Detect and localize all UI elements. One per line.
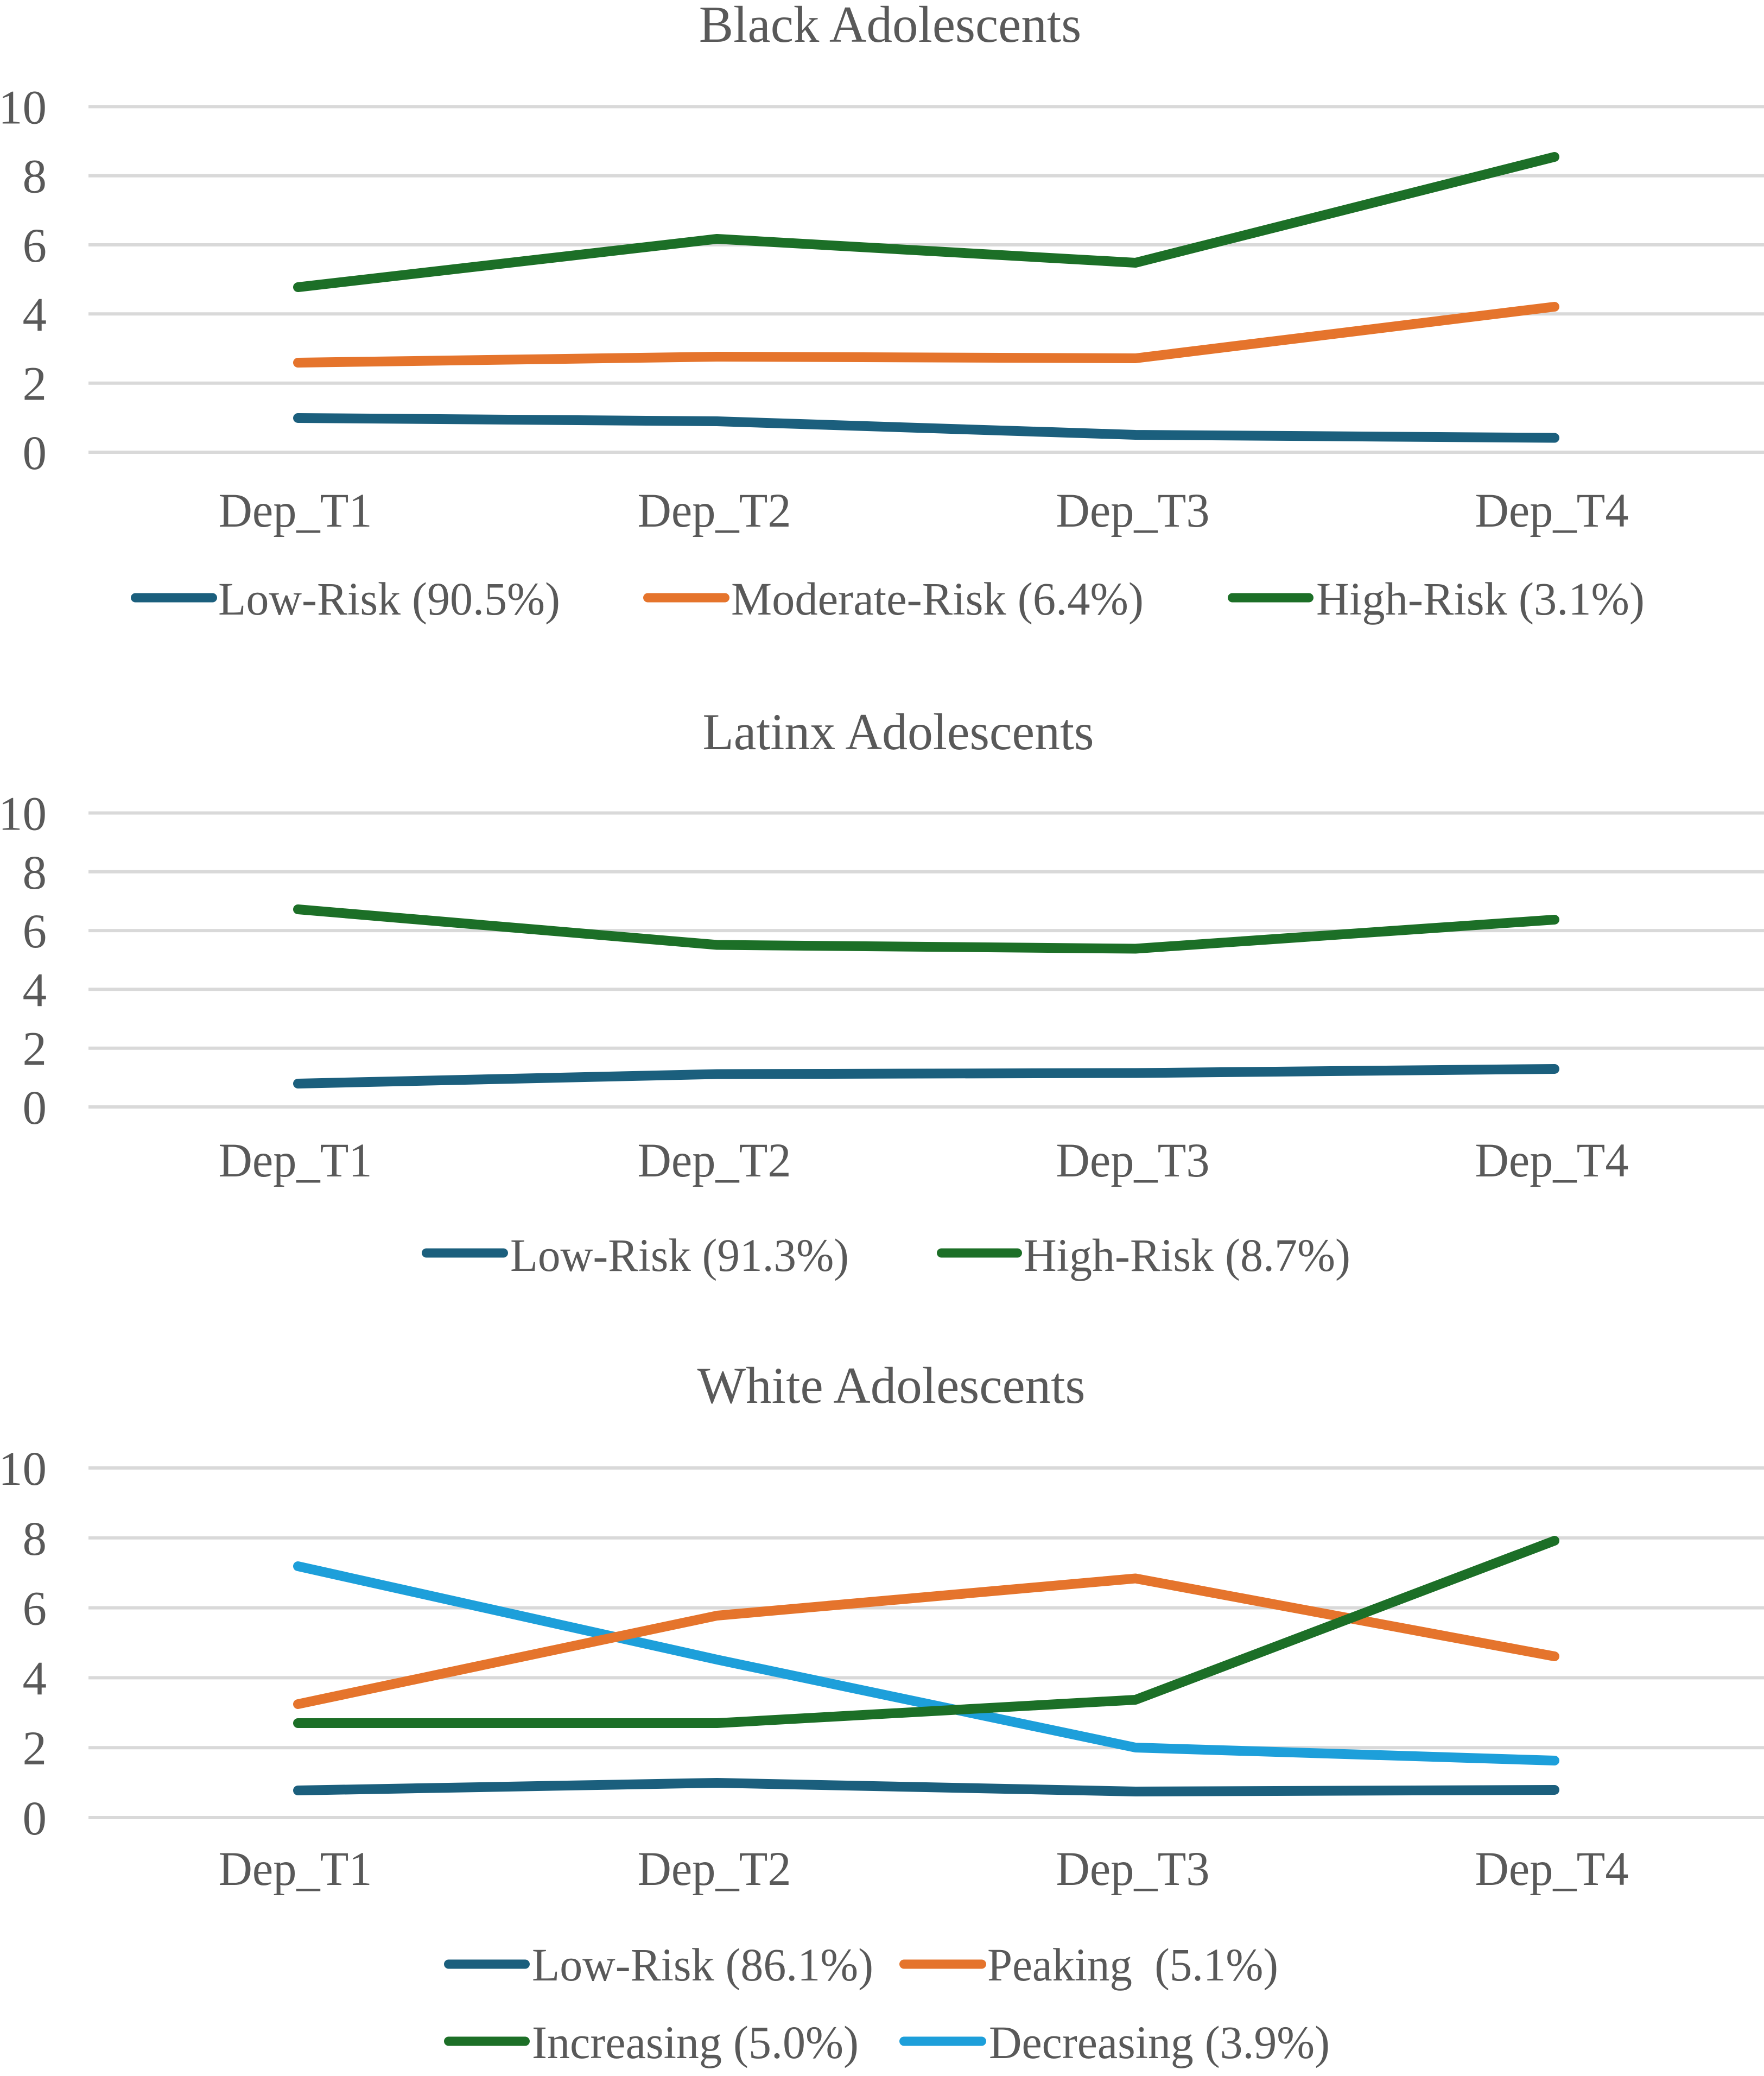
- svg-text:Dep_T3: Dep_T3: [1056, 484, 1210, 537]
- svg-text:10: 10: [0, 81, 47, 134]
- svg-text:Increasing (5.0%): Increasing (5.0%): [532, 2016, 859, 2068]
- svg-text:6: 6: [23, 1583, 47, 1636]
- svg-text:Peaking (5.1%): Peaking (5.1%): [987, 1939, 1278, 1991]
- svg-text:4: 4: [23, 1652, 47, 1705]
- svg-text:10: 10: [0, 1442, 47, 1496]
- svg-text:0: 0: [23, 1081, 47, 1135]
- svg-text:High-Risk (8.7%): High-Risk (8.7%): [1024, 1229, 1350, 1281]
- svg-text:Low-Risk (91.3%): Low-Risk (91.3%): [510, 1229, 849, 1281]
- svg-text:8: 8: [23, 1512, 47, 1566]
- svg-text:Dep_T1: Dep_T1: [219, 1134, 372, 1187]
- svg-text:8: 8: [23, 846, 47, 900]
- svg-text:Dep_T2: Dep_T2: [638, 1843, 791, 1896]
- svg-text:0: 0: [23, 427, 47, 480]
- svg-text:High-Risk (3.1%): High-Risk (3.1%): [1316, 573, 1645, 625]
- svg-text:4: 4: [23, 964, 47, 1017]
- svg-text:Dep_T3: Dep_T3: [1056, 1843, 1210, 1896]
- svg-text:Dep_T4: Dep_T4: [1475, 1843, 1629, 1896]
- svg-text:Latinx Adolescents: Latinx Adolescents: [703, 703, 1094, 761]
- svg-text:Black Adolescents: Black Adolescents: [699, 0, 1081, 53]
- svg-text:White Adolescents: White Adolescents: [697, 1357, 1086, 1414]
- svg-text:2: 2: [23, 1722, 47, 1775]
- svg-text:2: 2: [23, 1023, 47, 1076]
- svg-text:6: 6: [23, 219, 47, 273]
- svg-text:10: 10: [0, 788, 47, 841]
- svg-text:Dep_T1: Dep_T1: [219, 484, 372, 537]
- svg-text:4: 4: [23, 288, 47, 341]
- svg-text:Decreasing (3.9%): Decreasing (3.9%): [989, 2016, 1330, 2068]
- svg-text:Low-Risk (90.5%): Low-Risk (90.5%): [218, 573, 560, 625]
- svg-text:Low-Risk (86.1%): Low-Risk (86.1%): [532, 1939, 873, 1991]
- svg-text:Dep_T2: Dep_T2: [638, 484, 791, 537]
- svg-text:Dep_T4: Dep_T4: [1475, 1134, 1629, 1187]
- svg-text:Moderate-Risk (6.4%): Moderate-Risk (6.4%): [731, 573, 1144, 625]
- svg-text:2: 2: [23, 358, 47, 411]
- svg-text:Dep_T4: Dep_T4: [1475, 484, 1629, 537]
- svg-text:0: 0: [23, 1792, 47, 1845]
- svg-text:Dep_T2: Dep_T2: [638, 1134, 791, 1187]
- svg-text:6: 6: [23, 905, 47, 958]
- svg-text:Dep_T3: Dep_T3: [1056, 1134, 1210, 1187]
- svg-text:8: 8: [23, 150, 47, 204]
- svg-text:Dep_T1: Dep_T1: [219, 1843, 372, 1896]
